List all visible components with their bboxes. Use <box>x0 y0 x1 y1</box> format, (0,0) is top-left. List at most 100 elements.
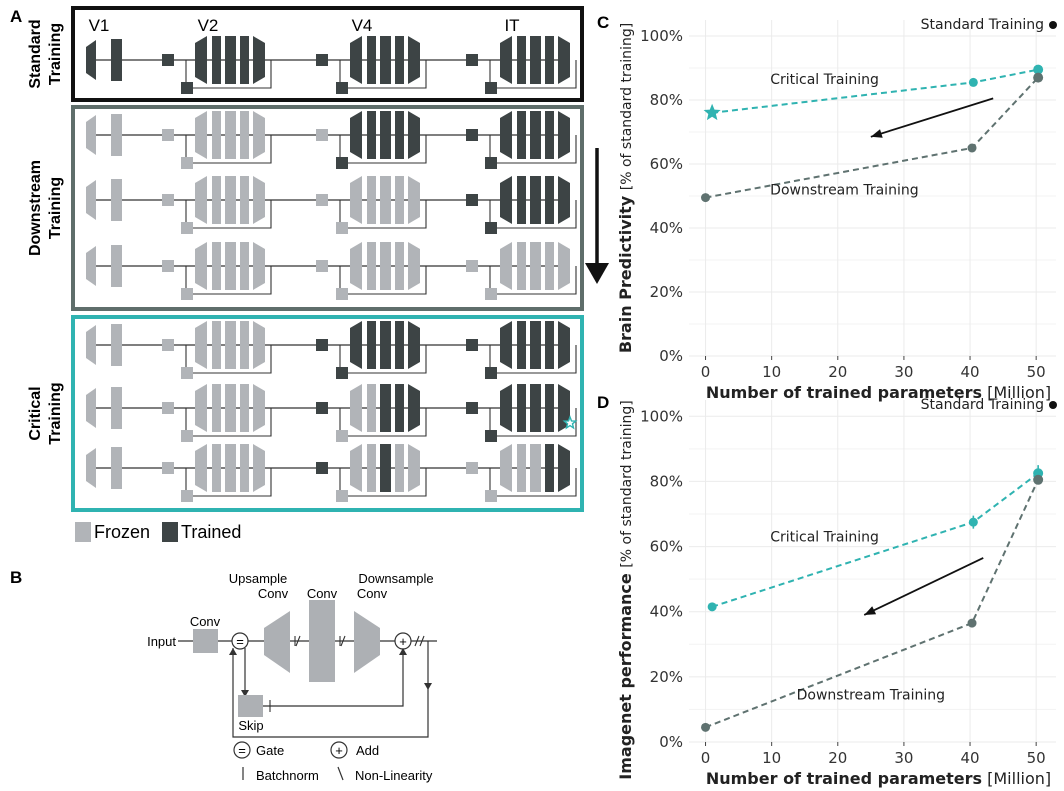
conv-bar-block <box>530 384 541 432</box>
conv-bar-block <box>225 444 236 492</box>
conv-bar-block <box>240 384 249 432</box>
critical-star-marker <box>562 415 578 430</box>
upsample-conv-block <box>195 36 207 84</box>
stage-label-v4: V4 <box>352 16 373 35</box>
conv-bar-block <box>517 242 526 290</box>
y-axis-title-part: [% of standard training] <box>619 23 635 190</box>
conv-square <box>466 54 478 66</box>
conv-square <box>316 129 328 141</box>
series-annotation: Downstream Training <box>770 182 918 198</box>
skip-square <box>485 82 497 94</box>
downsample-conv-block <box>558 444 570 492</box>
group-label-line2: Training <box>47 177 64 239</box>
nonlinearity-legend-label: Non-Linearity <box>355 768 433 783</box>
downsample-conv-block <box>408 321 420 369</box>
panel-c-brain-predictivity-chart: C 0% 20% 40% 60% 80% 100% 0 10 20 30 40 50 Number of … <box>597 13 1057 402</box>
downsample-conv-block <box>408 36 420 84</box>
skip-loop-line <box>185 345 272 374</box>
conv-bar-block <box>530 176 541 224</box>
v1-conv-bar <box>111 39 122 81</box>
conv-bar-block <box>545 111 554 159</box>
gate-node-symbol: = <box>236 634 244 649</box>
conv-bar-block <box>240 111 249 159</box>
conv-square <box>466 129 478 141</box>
y-tick-label: 60% <box>650 155 683 173</box>
conv-bar-block <box>395 242 404 290</box>
feedback-arrow-head <box>424 683 432 690</box>
skip-loop-line <box>339 200 427 229</box>
y-tick-label: 80% <box>650 91 683 109</box>
downsample-conv-block <box>253 36 265 84</box>
group-label: Downstream Training <box>27 160 64 256</box>
conv-square <box>162 402 174 414</box>
y-tick-label: 20% <box>650 668 683 686</box>
v1-conv-bar <box>111 245 122 287</box>
v1-conv-block <box>86 246 96 286</box>
series-line-downstream-training <box>705 76 1039 199</box>
skip-loop-line <box>489 468 577 497</box>
v1-conv-block <box>86 40 96 80</box>
add-legend-symbol-text: + <box>335 743 343 758</box>
upsample-conv-block <box>350 176 362 224</box>
skip-square <box>485 288 497 300</box>
conv-bar-block <box>545 384 554 432</box>
x-tick-label: 30 <box>894 363 913 381</box>
upsample-conv-block <box>500 176 512 224</box>
conv-square <box>466 260 478 272</box>
upsample-conv-block <box>500 242 512 290</box>
legend-trained-swatch <box>162 522 178 542</box>
data-point <box>701 722 711 732</box>
conv-bar-block <box>240 242 249 290</box>
skip-square <box>336 367 348 379</box>
network-row <box>86 176 577 234</box>
network-row <box>86 321 577 379</box>
y-axis-title: Brain Predictivity [% of standard traini… <box>616 23 635 353</box>
y-tick-label: 100% <box>640 407 683 425</box>
skip-square <box>336 430 348 442</box>
conv-bar-block <box>225 36 236 84</box>
conv-bar-block <box>545 242 554 290</box>
panel-letter-d: D <box>597 393 609 412</box>
skip-loop-line <box>185 408 272 437</box>
upsample-label-line2: Conv <box>258 586 289 601</box>
conv-bar-block <box>530 36 541 84</box>
group-border <box>71 105 584 311</box>
conv-bar-block <box>367 242 376 290</box>
group-border <box>71 315 584 512</box>
conv-square <box>466 462 478 474</box>
series-line-downstream-training <box>705 479 1040 729</box>
v1-conv-block <box>86 448 96 488</box>
network-row <box>86 384 577 442</box>
panel-letter-c: C <box>597 13 609 32</box>
conv-bar-block <box>212 321 221 369</box>
conv-bar-block <box>545 176 554 224</box>
y-tick-label: 20% <box>650 283 683 301</box>
y-axis-title: Imagenet performance [% of standard trai… <box>616 400 635 779</box>
skip-square <box>336 222 348 234</box>
series-annotation: Critical Training <box>770 530 879 546</box>
conv-bar-block <box>517 111 526 159</box>
series-annotation: Critical Training <box>770 72 879 88</box>
conv-square <box>316 462 328 474</box>
downsample-conv-block <box>408 242 420 290</box>
skip-arrow-head <box>241 690 249 697</box>
network-row <box>86 444 577 502</box>
conv-bar-block <box>395 176 404 224</box>
add-arrow-head <box>399 648 407 655</box>
stage-label-it: IT <box>504 16 519 35</box>
panel-letter-b: B <box>10 568 22 587</box>
conv-bar-block <box>240 321 249 369</box>
conv-bar-block <box>545 321 554 369</box>
group-label-line1: Critical <box>27 386 44 440</box>
skip-loop-line <box>489 135 577 164</box>
conv-square <box>162 462 174 474</box>
data-point <box>967 618 977 628</box>
downsample-conv-block <box>558 111 570 159</box>
conv-bar-block <box>212 384 221 432</box>
data-point <box>968 77 978 87</box>
trend-arrow-shaft <box>863 557 984 616</box>
trend-arrow-shaft <box>870 97 994 138</box>
data-point <box>1033 64 1044 75</box>
